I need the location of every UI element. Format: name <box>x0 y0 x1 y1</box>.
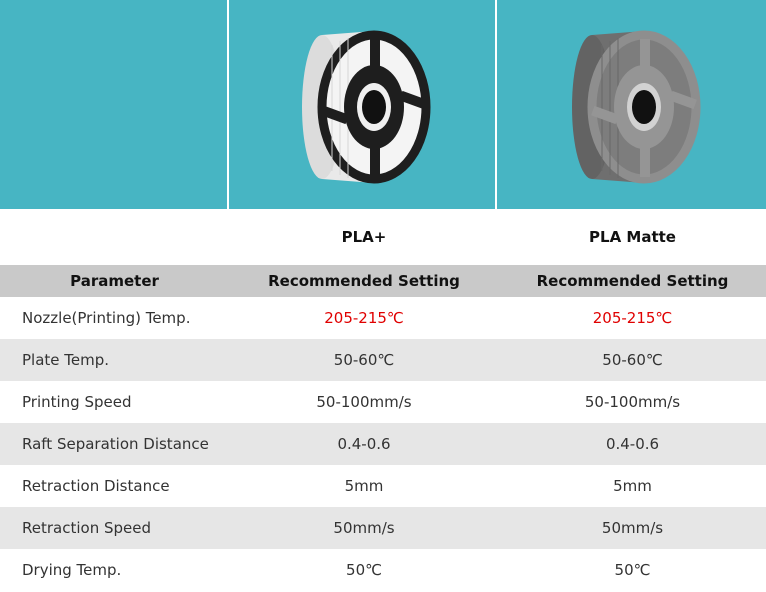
empty-image-panel <box>0 0 229 209</box>
gray-filament-spool-icon <box>571 30 700 183</box>
table-row: Plate Temp. 50-60℃ 50-60℃ <box>0 339 766 381</box>
pla-matte-value: 50-60℃ <box>602 351 663 369</box>
row-label: Printing Speed <box>22 393 132 411</box>
row-label: Raft Separation Distance <box>22 435 209 453</box>
pla-plus-value: 50mm/s <box>333 519 395 537</box>
pla-plus-image-panel <box>229 0 497 209</box>
table-row: Printing Speed 50-100mm/s 50-100mm/s <box>0 381 766 423</box>
pla-plus-value: 50-100mm/s <box>316 393 412 411</box>
table-row: Nozzle(Printing) Temp. 205-215℃ 205-215℃ <box>0 297 766 339</box>
row-label: Plate Temp. <box>22 351 110 369</box>
pla-matte-value: 50mm/s <box>601 519 664 537</box>
table-row: Retraction Speed 50mm/s 50mm/s <box>0 507 766 549</box>
header-pla-plus-setting: Recommended Setting <box>268 272 460 290</box>
pla-plus-value: 50-60℃ <box>333 351 395 369</box>
pla-matte-value: 50℃ <box>614 561 651 579</box>
header-pla-matte-setting: Recommended Setting <box>536 272 729 290</box>
pla-matte-value: 205-215℃ <box>592 309 673 327</box>
pla-plus-value: 50℃ <box>346 561 382 579</box>
row-label: Retraction Speed <box>22 519 151 537</box>
pla-matte-value: 0.4-0.6 <box>605 435 660 453</box>
pla-matte-value: 50-100mm/s <box>584 393 681 411</box>
product-name-pla-plus: PLA+ <box>341 228 387 246</box>
pla-matte-image-panel <box>497 0 766 209</box>
product-name-row: PLA+ PLA Matte <box>0 209 766 265</box>
header-parameter: Parameter <box>70 272 159 290</box>
table-row: Drying Temp. 50℃ 50℃ <box>0 549 766 591</box>
table-row: Retraction Distance 5mm 5mm <box>0 465 766 507</box>
table-row: Raft Separation Distance 0.4-0.6 0.4-0.6 <box>0 423 766 465</box>
row-label: Drying Temp. <box>22 561 122 579</box>
pla-matte-value: 5mm <box>613 477 652 495</box>
row-label: Retraction Distance <box>22 477 170 495</box>
pla-plus-value: 5mm <box>344 477 384 495</box>
pla-plus-value: 0.4-0.6 <box>337 435 391 453</box>
table-header: Parameter Recommended Setting Recommende… <box>0 265 766 297</box>
white-filament-spool-icon <box>302 30 431 183</box>
pla-plus-value: 205-215℃ <box>324 309 404 327</box>
product-name-pla-matte: PLA Matte <box>589 228 676 246</box>
product-image-row <box>0 0 766 209</box>
row-label: Nozzle(Printing) Temp. <box>22 309 191 327</box>
